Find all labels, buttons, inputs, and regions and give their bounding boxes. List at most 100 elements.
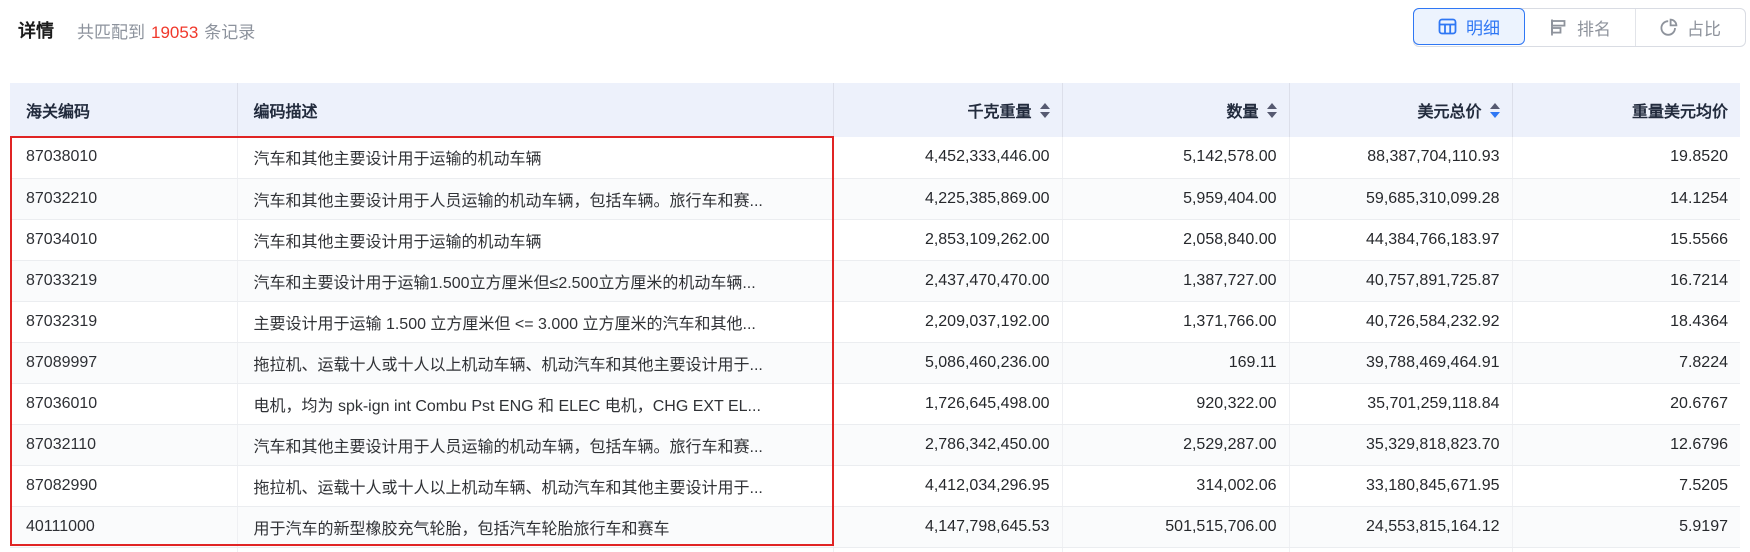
cell-description: 汽车和其他主要设计用于运输的机动车辆 bbox=[237, 219, 834, 261]
column-header-description: 编码描述 bbox=[237, 83, 834, 137]
cell-hs-code: 87034010 bbox=[10, 219, 238, 261]
cell-description: 汽车和其他主要设计用于人员运输的机动车辆，包括车辆。旅行车和赛... bbox=[237, 178, 834, 220]
cell-usd-total: 44,384,766,183.97 bbox=[1289, 219, 1513, 261]
page-title: 详情 bbox=[18, 21, 54, 41]
cell-usd-total: 59,685,310,099.28 bbox=[1289, 178, 1513, 220]
cell-hs-code: 87038010 bbox=[10, 137, 238, 179]
results-table: 海关编码 编码描述 千克重量 数量 美元总价 重量美元均价 87038010 汽车和其他主要… bbox=[10, 83, 1740, 552]
cell-kg-weight: 2,209,037,192.00 bbox=[833, 301, 1063, 343]
cell-usd-per-kg: 7.5205 bbox=[1512, 465, 1740, 507]
cell-description: 拖拉机、运载十人或十人以上机动车辆、机动汽车和其他主要设计用于... bbox=[237, 465, 834, 507]
cell-quantity: 314,002.06 bbox=[1062, 465, 1290, 507]
cell-kg-weight: 2,786,342,450.00 bbox=[833, 424, 1063, 466]
cell-usd-per-kg: 7.8224 bbox=[1512, 342, 1740, 384]
cell-description: 主要设计用于运输 1.500 立方厘米但 <= 3.000 立方厘米的汽车和其他… bbox=[237, 301, 834, 343]
cell-empty bbox=[1289, 547, 1513, 552]
table-grid-icon bbox=[1438, 17, 1457, 36]
cell-description: 汽车和其他主要设计用于运输的机动车辆 bbox=[237, 137, 834, 179]
cell-kg-weight: 4,147,798,645.53 bbox=[833, 506, 1063, 548]
cell-usd-per-kg: 12.6796 bbox=[1512, 424, 1740, 466]
column-header-usd-per-kg: 重量美元均价 bbox=[1512, 83, 1740, 137]
cell-hs-code: 87082990 bbox=[10, 465, 238, 507]
view-switcher: 明细 排名 占比 bbox=[1413, 8, 1746, 47]
cell-usd-total: 35,329,818,823.70 bbox=[1289, 424, 1513, 466]
cell-kg-weight: 4,452,333,446.00 bbox=[833, 137, 1063, 179]
cell-kg-weight: 5,086,460,236.00 bbox=[833, 342, 1063, 384]
tab-proportion[interactable]: 占比 bbox=[1635, 9, 1745, 46]
cell-hs-code: 87032319 bbox=[10, 301, 238, 343]
match-prefix: 共匹配到 bbox=[77, 23, 145, 42]
sort-carets-icon[interactable] bbox=[1489, 102, 1500, 118]
table-row: 40111000 用于汽车的新型橡胶充气轮胎，包括汽车轮胎旅行车和赛车 4,147,… bbox=[10, 506, 1740, 548]
column-label: 数量 bbox=[1226, 104, 1259, 121]
cell-kg-weight: 4,412,034,296.95 bbox=[833, 465, 1063, 507]
cell-quantity: 2,058,840.00 bbox=[1062, 219, 1290, 261]
match-count: 19053 bbox=[151, 23, 199, 42]
sort-carets-icon[interactable] bbox=[1039, 102, 1050, 118]
table-row: 87032110 汽车和其他主要设计用于人员运输的机动车辆，包括车辆。旅行车和赛.… bbox=[10, 424, 1740, 466]
cell-usd-total: 39,788,469,464.91 bbox=[1289, 342, 1513, 384]
cell-quantity: 5,142,578.00 bbox=[1062, 137, 1290, 179]
cell-usd-total: 88,387,704,110.93 bbox=[1289, 137, 1513, 179]
cell-usd-per-kg: 16.7214 bbox=[1512, 260, 1740, 302]
cell-kg-weight: 1,726,645,498.00 bbox=[833, 383, 1063, 425]
cell-description: 拖拉机、运载十人或十人以上机动车辆、机动汽车和其他主要设计用于... bbox=[237, 342, 834, 384]
table-row-clipped bbox=[10, 547, 1740, 552]
cell-kg-weight: 2,437,470,470.00 bbox=[833, 260, 1063, 302]
column-label: 重量美元均价 bbox=[1631, 104, 1728, 121]
table-row: 87033219 汽车和主要设计用于运输1.500立方厘米但≤2.500立方厘米的… bbox=[10, 260, 1740, 302]
cell-hs-code: 87032110 bbox=[10, 424, 238, 466]
table-row: 87034010 汽车和其他主要设计用于运输的机动车辆 2,853,109,262.… bbox=[10, 219, 1740, 261]
cell-usd-total: 35,701,259,118.84 bbox=[1289, 383, 1513, 425]
cell-quantity: 1,387,727.00 bbox=[1062, 260, 1290, 302]
column-label: 海关编码 bbox=[26, 104, 91, 121]
cell-usd-per-kg: 14.1254 bbox=[1512, 178, 1740, 220]
tab-ranking[interactable]: 排名 bbox=[1525, 9, 1635, 46]
toolbar: 详情 共匹配到 19053 条记录 明细 bbox=[0, 0, 1750, 60]
cell-usd-per-kg: 5.9197 bbox=[1512, 506, 1740, 548]
cell-quantity: 920,322.00 bbox=[1062, 383, 1290, 425]
column-label: 编码描述 bbox=[253, 104, 318, 121]
column-label: 千克重量 bbox=[967, 104, 1032, 121]
cell-empty bbox=[237, 547, 834, 552]
cell-usd-per-kg: 15.5566 bbox=[1512, 219, 1740, 261]
ranking-bars-icon bbox=[1549, 18, 1568, 37]
column-header-usd-total[interactable]: 美元总价 bbox=[1289, 83, 1513, 137]
tab-ranking-label: 排名 bbox=[1577, 20, 1611, 39]
match-suffix: 条记录 bbox=[204, 23, 256, 42]
table-row: 87089997 拖拉机、运载十人或十人以上机动车辆、机动汽车和其他主要设计用于.… bbox=[10, 342, 1740, 384]
table-row: 87038010 汽车和其他主要设计用于运输的机动车辆 4,452,333,446.… bbox=[10, 137, 1740, 179]
cell-quantity: 5,959,404.00 bbox=[1062, 178, 1290, 220]
cell-empty bbox=[833, 547, 1063, 552]
cell-hs-code: 87033219 bbox=[10, 260, 238, 302]
cell-description: 汽车和其他主要设计用于人员运输的机动车辆，包括车辆。旅行车和赛... bbox=[237, 424, 834, 466]
tab-detail[interactable]: 明细 bbox=[1413, 8, 1525, 45]
pie-chart-icon bbox=[1659, 18, 1678, 37]
table-row: 87032319 主要设计用于运输 1.500 立方厘米但 <= 3.000 立方… bbox=[10, 301, 1740, 343]
cell-quantity: 1,371,766.00 bbox=[1062, 301, 1290, 343]
column-header-kg-weight[interactable]: 千克重量 bbox=[833, 83, 1063, 137]
cell-usd-per-kg: 18.4364 bbox=[1512, 301, 1740, 343]
cell-description: 电机，均为 spk-ign int Combu Pst ENG 和 ELEC 电… bbox=[237, 383, 834, 425]
table-row: 87082990 拖拉机、运载十人或十人以上机动车辆、机动汽车和其他主要设计用于.… bbox=[10, 465, 1740, 507]
cell-empty bbox=[10, 547, 238, 552]
column-label: 美元总价 bbox=[1417, 104, 1482, 121]
cell-usd-per-kg: 20.6767 bbox=[1512, 383, 1740, 425]
cell-usd-per-kg: 19.8520 bbox=[1512, 137, 1740, 179]
cell-hs-code: 40111000 bbox=[10, 506, 238, 548]
tab-detail-label: 明细 bbox=[1466, 19, 1500, 38]
cell-quantity: 501,515,706.00 bbox=[1062, 506, 1290, 548]
cell-description: 用于汽车的新型橡胶充气轮胎，包括汽车轮胎旅行车和赛车 bbox=[237, 506, 834, 548]
cell-empty bbox=[1062, 547, 1290, 552]
cell-hs-code: 87032210 bbox=[10, 178, 238, 220]
cell-usd-total: 33,180,845,671.95 bbox=[1289, 465, 1513, 507]
cell-hs-code: 87036010 bbox=[10, 383, 238, 425]
column-header-quantity[interactable]: 数量 bbox=[1062, 83, 1290, 137]
cell-kg-weight: 2,853,109,262.00 bbox=[833, 219, 1063, 261]
sort-carets-icon[interactable] bbox=[1266, 102, 1277, 118]
cell-usd-total: 40,726,584,232.92 bbox=[1289, 301, 1513, 343]
cell-usd-total: 40,757,891,725.87 bbox=[1289, 260, 1513, 302]
match-summary: 共匹配到 19053 条记录 bbox=[77, 18, 255, 43]
table-row: 87032210 汽车和其他主要设计用于人员运输的机动车辆，包括车辆。旅行车和赛.… bbox=[10, 178, 1740, 220]
